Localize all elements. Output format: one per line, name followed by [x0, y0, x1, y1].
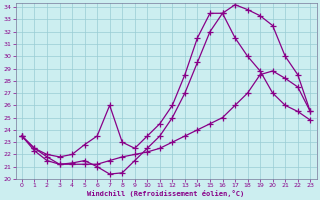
X-axis label: Windchill (Refroidissement éolien,°C): Windchill (Refroidissement éolien,°C)	[87, 190, 245, 197]
